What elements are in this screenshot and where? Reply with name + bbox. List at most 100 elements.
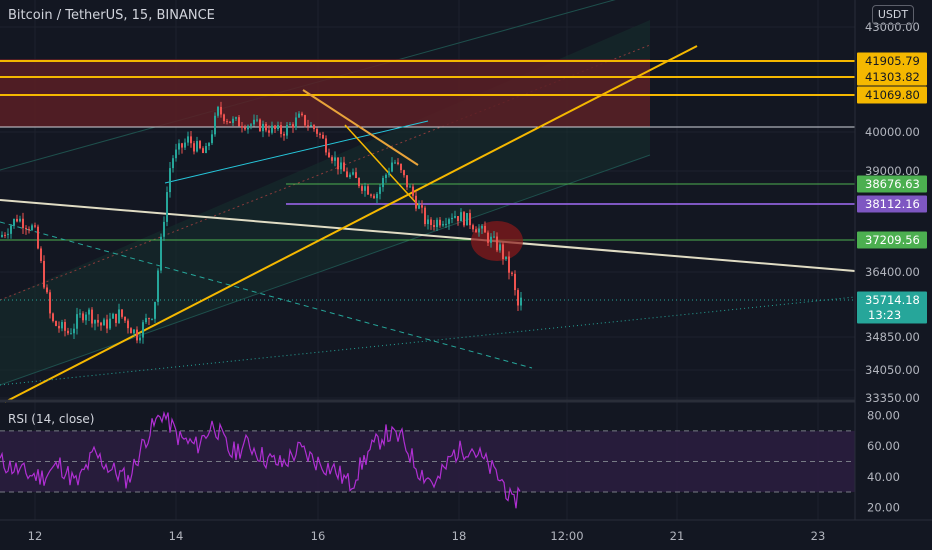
currency-button[interactable]: USDT (872, 5, 914, 25)
candle-body (88, 309, 90, 315)
candle-body (328, 152, 330, 158)
candle-body (493, 236, 495, 238)
candle-body (313, 124, 315, 130)
candle-body (7, 233, 9, 235)
candle-body (325, 138, 327, 153)
candle-body (274, 125, 276, 129)
candle-body (364, 186, 366, 191)
price-badge-label: 41069.80 (865, 88, 920, 102)
candle-body (472, 225, 474, 230)
candle-body (520, 297, 522, 306)
candle-body (229, 121, 231, 123)
candle-body (253, 119, 255, 125)
time-tick-label: 14 (169, 529, 184, 543)
candle-body (514, 273, 516, 291)
orange-trendline (302, 89, 419, 166)
dotted-trendline (0, 296, 856, 386)
candle-body (436, 219, 438, 228)
candle-body (355, 172, 357, 179)
candle-body (133, 329, 135, 334)
candle-body (508, 256, 510, 273)
price-tick-label: 33350.00 (865, 391, 920, 405)
candle-body (97, 319, 99, 323)
candle-body (160, 236, 162, 271)
candle-body (232, 118, 234, 123)
rsi-tick-label: 60.00 (867, 439, 900, 453)
candle-body (397, 162, 399, 164)
candle-body (16, 218, 18, 222)
candle-body (76, 314, 78, 329)
rsi-line (0, 410, 521, 509)
resistance-zone (0, 59, 650, 127)
price-badge (857, 231, 927, 249)
candle-body (202, 148, 204, 154)
candle-body (280, 125, 282, 134)
candle-body (319, 133, 321, 135)
candle-body (484, 225, 486, 233)
candle-body (127, 320, 129, 329)
dashed-trendline (0, 221, 533, 369)
candle-body (178, 143, 180, 150)
candle-body (445, 223, 447, 225)
candle-body (55, 321, 57, 326)
candle-body (187, 136, 189, 143)
price-tick-label: 34850.00 (865, 330, 920, 344)
candle-body (103, 319, 105, 326)
candle-body (145, 318, 147, 323)
price-tick-label: 40000.00 (865, 125, 920, 139)
price-badge-label: 38112.16 (865, 197, 920, 211)
candle-body (256, 119, 258, 121)
candle-body (1, 234, 3, 238)
time-axis-bg (0, 520, 932, 550)
candle-body (226, 121, 228, 123)
small-yellow-line (344, 124, 419, 206)
candle-body (34, 225, 36, 227)
candle-body (394, 162, 396, 164)
candle-body (373, 195, 375, 199)
candle-body (448, 219, 450, 224)
candle-body (184, 142, 186, 148)
candle-body (148, 318, 150, 320)
candle-body (466, 213, 468, 226)
rsi-legend: RSI (14, close) (8, 412, 95, 426)
candle-body (421, 205, 423, 208)
candle-body (442, 224, 444, 226)
yellow-trendline (4, 45, 698, 403)
candle-body (124, 316, 126, 321)
candle-body (457, 216, 459, 222)
candle-body (382, 177, 384, 188)
price-tick-label: 34050.00 (865, 363, 920, 377)
candle-body (475, 229, 477, 233)
candle-body (22, 218, 24, 228)
price-badge (857, 86, 927, 104)
candle-body (391, 162, 393, 172)
price-badge-label: 38676.63 (865, 177, 920, 191)
candle-body (277, 125, 279, 129)
candle-body (19, 218, 21, 222)
candle-body (43, 260, 45, 288)
candle-body (469, 213, 471, 226)
candle-body (430, 219, 432, 225)
candle-body (58, 325, 60, 329)
candle-body (175, 149, 177, 159)
candle-body (79, 313, 81, 315)
price-badge (857, 291, 927, 324)
candle-body (346, 171, 348, 178)
candle-body (28, 228, 30, 231)
candle-body (64, 322, 66, 331)
candle-body (388, 171, 390, 175)
candle-body (112, 313, 114, 319)
candle-body (481, 225, 483, 229)
candle-body (349, 174, 351, 178)
candle-body (10, 225, 12, 234)
candle-body (343, 162, 345, 172)
price-tick-label: 43000.00 (865, 20, 920, 34)
candle-body (223, 114, 225, 122)
candle-body (100, 322, 102, 326)
symbol-legend: Bitcoin / TetherUS, 15, BINANCE (8, 8, 215, 23)
candle-body (316, 129, 318, 134)
candle-body (142, 322, 144, 338)
rsi-tick-label: 40.00 (867, 470, 900, 484)
